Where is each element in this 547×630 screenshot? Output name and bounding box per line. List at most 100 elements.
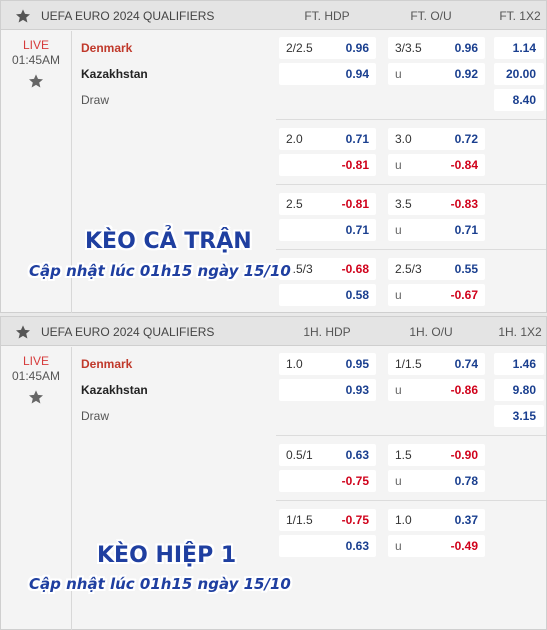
panel-header: UEFA EURO 2024 QUALIFIERS FT. HDP FT. O/… [1,1,546,30]
ou-under-odds[interactable]: u -0.49 [388,535,485,557]
divider [71,347,72,630]
odds-value: 0.55 [454,262,478,276]
odds-value: 0.63 [345,448,369,462]
ou-over-odds[interactable]: 2.5/3 0.55 [388,258,485,280]
hdp-home-odds[interactable]: 1.0 0.95 [279,353,376,375]
home-team[interactable]: Denmark [81,41,133,55]
ou-under-odds[interactable]: u 0.92 [388,63,485,85]
match-time: LIVE 01:45AM [1,38,71,89]
ou-over-odds[interactable]: 3.0 0.72 [388,128,485,150]
hdp-away-odds[interactable]: 0.93 [279,379,376,401]
odds-value: 0.96 [454,41,478,55]
ou-under-odds[interactable]: u -0.84 [388,154,485,176]
hdp-away-odds[interactable]: 0.71 [279,219,376,241]
under-label: u [395,223,402,237]
odds-value: -0.81 [341,197,369,211]
odds-value: 0.58 [345,288,369,302]
odds-value: 0.63 [345,539,369,553]
ou-line: 2.5/3 [395,262,422,276]
column-header-1x2: FT. 1X2 [499,9,541,23]
odds-value: 0.96 [345,41,369,55]
1x2-draw-odds[interactable]: 3.15 [494,405,544,427]
column-header-ou: FT. O/U [410,9,452,23]
ou-line: 3.5 [395,197,412,211]
row-divider [276,119,546,120]
row-divider [276,249,546,250]
ou-over-odds[interactable]: 1.0 0.37 [388,509,485,531]
promo-title: KÈO CẢ TRẬN [85,229,252,254]
promo-subtitle: Cập nhật lúc 01h15 ngày 15/10 [29,262,291,280]
ou-over-odds[interactable]: 1/1.5 0.74 [388,353,485,375]
hdp-home-odds[interactable]: 2.5/3 -0.68 [279,258,376,280]
favorite-star-icon[interactable] [28,73,44,89]
odds-value: 0.74 [454,357,478,371]
league-name: UEFA EURO 2024 QUALIFIERS [41,9,215,23]
ou-under-odds[interactable]: u 0.71 [388,219,485,241]
hdp-away-odds[interactable]: -0.75 [279,470,376,492]
odds-value: -0.83 [450,197,478,211]
ou-over-odds[interactable]: 1.5 -0.90 [388,444,485,466]
ou-line: 1.5 [395,448,412,462]
hdp-home-odds[interactable]: 1/1.5 -0.75 [279,509,376,531]
hdp-away-odds[interactable]: -0.81 [279,154,376,176]
hdp-home-odds[interactable]: 0.5/1 0.63 [279,444,376,466]
odds-value: -0.86 [450,383,478,397]
live-label: LIVE [22,38,49,52]
odds-value: -0.84 [450,158,478,172]
hdp-home-odds[interactable]: 2.0 0.71 [279,128,376,150]
promo-title: KÈO HIỆP 1 [97,543,237,568]
column-header-hdp: 1H. HDP [303,325,351,339]
odds-value: 0.71 [345,132,369,146]
star-icon[interactable] [15,8,31,24]
odds-value: -0.90 [450,448,478,462]
odds-value: 0.71 [454,223,478,237]
hdp-away-odds[interactable]: 0.94 [279,63,376,85]
odds-value: 0.92 [454,67,478,81]
odds-value: 0.72 [454,132,478,146]
hdp-away-odds[interactable]: 0.63 [279,535,376,557]
hdp-home-odds[interactable]: 2.5 -0.81 [279,193,376,215]
ou-over-odds[interactable]: 3.5 -0.83 [388,193,485,215]
hdp-line: 2.5/3 [286,262,313,276]
ou-over-odds[interactable]: 3/3.5 0.96 [388,37,485,59]
live-label: LIVE [22,354,49,368]
kickoff-time: 01:45AM [11,53,61,67]
odds-value: -0.67 [450,288,478,302]
fulltime-panel: UEFA EURO 2024 QUALIFIERS FT. HDP FT. O/… [0,0,547,313]
hdp-away-odds[interactable]: 0.58 [279,284,376,306]
under-label: u [395,158,402,172]
panel-header: UEFA EURO 2024 QUALIFIERS 1H. HDP 1H. O/… [1,317,546,346]
row-divider [276,184,546,185]
kickoff-time: 01:45AM [11,369,61,383]
under-label: u [395,383,402,397]
away-team[interactable]: Kazakhstan [81,67,148,81]
favorite-star-icon[interactable] [28,389,44,405]
under-label: u [395,474,402,488]
column-header-hdp: FT. HDP [304,9,350,23]
home-team[interactable]: Denmark [81,357,133,371]
hdp-home-odds[interactable]: 2/2.5 0.96 [279,37,376,59]
row-divider [276,500,546,501]
1x2-away-odds[interactable]: 20.00 [494,63,544,85]
star-icon[interactable] [15,324,31,340]
ou-under-odds[interactable]: u -0.86 [388,379,485,401]
under-label: u [395,539,402,553]
hdp-line: 1/1.5 [286,513,313,527]
1x2-home-odds[interactable]: 1.14 [494,37,544,59]
1x2-draw-odds[interactable]: 8.40 [494,89,544,111]
ou-under-odds[interactable]: u -0.67 [388,284,485,306]
odds-value: -0.49 [450,539,478,553]
odds-value: 0.71 [345,223,369,237]
1x2-away-odds[interactable]: 9.80 [494,379,544,401]
away-team[interactable]: Kazakhstan [81,383,148,397]
column-header-ou: 1H. O/U [409,325,453,339]
under-label: u [395,67,402,81]
column-header-1x2: 1H. 1X2 [498,325,542,339]
1x2-home-odds[interactable]: 1.46 [494,353,544,375]
hdp-line: 2.5 [286,197,303,211]
under-label: u [395,288,402,302]
ou-line: 1/1.5 [395,357,422,371]
odds-value: 0.95 [345,357,369,371]
draw-label: Draw [81,93,110,107]
ou-under-odds[interactable]: u 0.78 [388,470,485,492]
